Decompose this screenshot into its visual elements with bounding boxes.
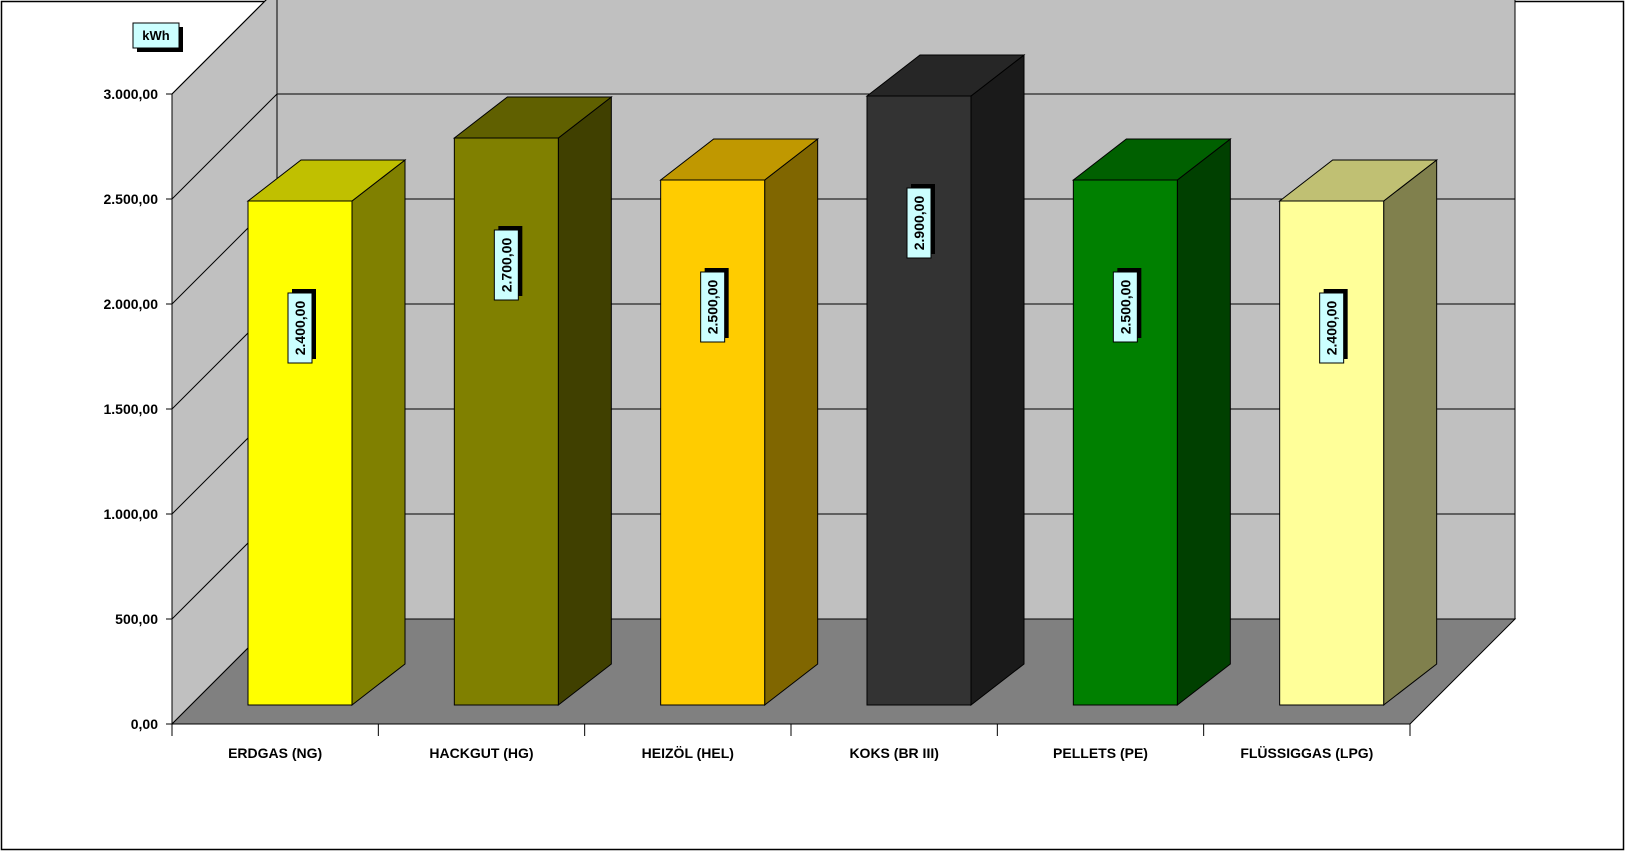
bar bbox=[1278, 158, 1439, 707]
data-label-box bbox=[700, 271, 726, 343]
unit-label-box bbox=[132, 22, 180, 49]
axes: 0,00 500,00 1.000,00 1.500,00 2.000,00 2.500,… bbox=[104, 86, 1411, 761]
x-tick-label: ERDGAS (NG) bbox=[228, 745, 322, 761]
data-label: 2.400,00 bbox=[1319, 289, 1348, 364]
bar-side bbox=[764, 137, 819, 707]
y-tick-label: 1.000,00 bbox=[104, 506, 159, 522]
unit-label-group: kWh bbox=[132, 22, 183, 52]
bar-side bbox=[970, 53, 1025, 707]
y-tick-label: 0,00 bbox=[131, 716, 158, 732]
x-tick-label: HACKGUT (HG) bbox=[429, 745, 533, 761]
x-tick-label: HEIZÖL (HEL) bbox=[642, 745, 734, 761]
bar-front bbox=[660, 179, 766, 706]
x-tick-label: FLÜSSIGGAS (LPG) bbox=[1240, 745, 1373, 761]
y-tick-label: 500,00 bbox=[115, 611, 158, 627]
bar-side bbox=[1383, 158, 1438, 707]
data-label: 2.500,00 bbox=[1112, 268, 1142, 343]
data-label: 2.700,00 bbox=[493, 226, 523, 301]
gridline-side bbox=[171, 93, 278, 200]
data-label-text: 2.500,00 bbox=[705, 280, 721, 335]
y-tick-label: 2.500,00 bbox=[104, 191, 159, 207]
y-tick-label: 3.000,00 bbox=[104, 86, 159, 102]
x-tick-label: PELLETS (PE) bbox=[1053, 745, 1148, 761]
data-label-box bbox=[287, 292, 313, 364]
bar-side bbox=[557, 95, 612, 707]
unit-label: kWh bbox=[142, 28, 170, 43]
gridline-side bbox=[171, 0, 267, 95]
bar bbox=[865, 53, 1026, 707]
data-label-box bbox=[493, 229, 519, 301]
data-label-box bbox=[1112, 271, 1138, 343]
data-label: 2.400,00 bbox=[287, 289, 316, 364]
data-label-text: 2.900,00 bbox=[911, 196, 927, 251]
data-label: 2.900,00 bbox=[906, 184, 935, 259]
data-label: 2.500,00 bbox=[700, 268, 729, 343]
bar bbox=[659, 137, 820, 707]
x-tick-label: KOKS (BR III) bbox=[849, 745, 938, 761]
bar-side bbox=[1176, 137, 1231, 707]
bar-front bbox=[453, 137, 559, 706]
data-label-box bbox=[1319, 292, 1345, 364]
bar bbox=[246, 158, 407, 707]
data-label-text: 2.500,00 bbox=[1117, 280, 1133, 335]
bar-side bbox=[351, 158, 406, 707]
data-label-text: 2.400,00 bbox=[292, 301, 308, 356]
y-tick-label: 2.000,00 bbox=[104, 296, 159, 312]
bar bbox=[452, 95, 613, 707]
bar bbox=[1071, 137, 1232, 707]
data-label-text: 2.700,00 bbox=[498, 238, 514, 293]
bars bbox=[246, 53, 1439, 707]
bar-front bbox=[1072, 179, 1178, 706]
bar-front bbox=[1279, 200, 1385, 706]
bar-front bbox=[247, 200, 353, 706]
data-label-box bbox=[906, 187, 932, 259]
data-labels: 2.400,00 2.700,00 2.500,00 2.900,00 2.500,00… bbox=[287, 184, 1348, 364]
data-label-text: 2.400,00 bbox=[1324, 301, 1340, 356]
y-tick-label: 1.500,00 bbox=[104, 401, 159, 417]
